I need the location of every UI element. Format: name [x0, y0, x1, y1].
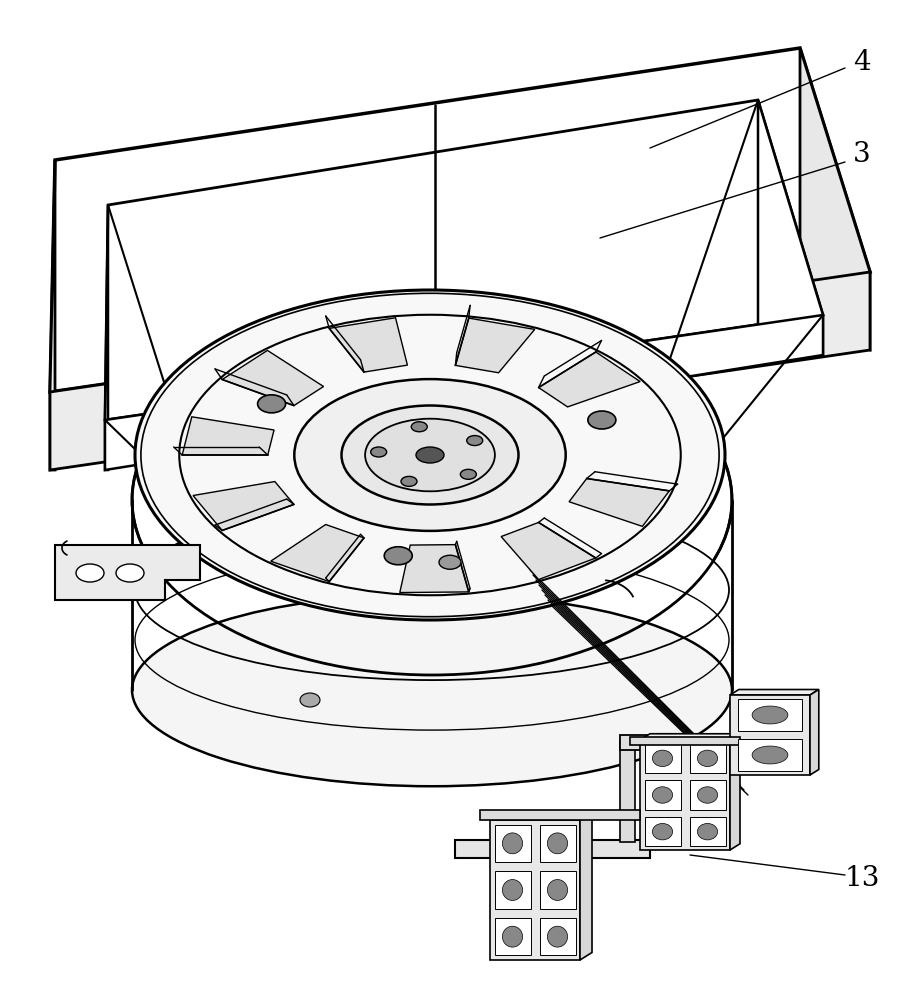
Polygon shape: [105, 205, 108, 470]
Ellipse shape: [341, 406, 519, 504]
Polygon shape: [630, 737, 740, 745]
Ellipse shape: [365, 419, 495, 491]
Ellipse shape: [411, 422, 427, 432]
Polygon shape: [490, 812, 592, 820]
Ellipse shape: [653, 750, 673, 767]
Polygon shape: [540, 871, 575, 909]
Polygon shape: [569, 478, 669, 526]
Polygon shape: [183, 417, 274, 455]
Polygon shape: [620, 740, 635, 842]
Polygon shape: [689, 817, 726, 846]
Polygon shape: [495, 871, 530, 909]
Polygon shape: [222, 350, 323, 406]
Polygon shape: [758, 100, 823, 355]
Polygon shape: [50, 160, 55, 470]
Ellipse shape: [698, 787, 718, 803]
Ellipse shape: [116, 564, 144, 582]
Polygon shape: [495, 825, 530, 862]
Polygon shape: [55, 545, 200, 600]
Ellipse shape: [467, 436, 483, 446]
Polygon shape: [193, 482, 294, 530]
Polygon shape: [645, 780, 680, 810]
Polygon shape: [105, 100, 823, 420]
Polygon shape: [456, 318, 535, 373]
Polygon shape: [730, 695, 810, 775]
Ellipse shape: [752, 746, 788, 764]
Ellipse shape: [698, 750, 718, 767]
Polygon shape: [730, 734, 740, 850]
Polygon shape: [730, 690, 819, 695]
Ellipse shape: [548, 880, 568, 900]
Polygon shape: [105, 315, 823, 470]
Polygon shape: [490, 820, 580, 960]
Ellipse shape: [653, 823, 673, 840]
Polygon shape: [540, 918, 575, 955]
Polygon shape: [645, 744, 680, 773]
Polygon shape: [738, 699, 802, 731]
Polygon shape: [800, 48, 870, 350]
Polygon shape: [689, 780, 726, 810]
Polygon shape: [400, 545, 468, 593]
Polygon shape: [689, 744, 726, 773]
Ellipse shape: [752, 706, 788, 724]
Polygon shape: [495, 918, 530, 955]
Polygon shape: [580, 812, 592, 960]
Polygon shape: [50, 272, 870, 470]
Ellipse shape: [502, 880, 522, 900]
Ellipse shape: [460, 469, 477, 479]
Ellipse shape: [502, 926, 522, 947]
Ellipse shape: [76, 564, 104, 582]
Ellipse shape: [384, 547, 413, 565]
Ellipse shape: [653, 787, 673, 803]
Polygon shape: [810, 690, 819, 775]
Polygon shape: [640, 740, 730, 850]
Text: 3: 3: [853, 141, 871, 168]
Polygon shape: [501, 522, 596, 580]
Ellipse shape: [548, 926, 568, 947]
Ellipse shape: [439, 555, 461, 569]
Polygon shape: [271, 525, 364, 582]
Polygon shape: [330, 318, 407, 372]
Ellipse shape: [294, 379, 566, 531]
Ellipse shape: [132, 594, 732, 786]
Polygon shape: [539, 352, 640, 407]
Ellipse shape: [588, 411, 616, 429]
Ellipse shape: [300, 693, 320, 707]
Polygon shape: [738, 739, 802, 771]
Polygon shape: [620, 735, 750, 750]
Ellipse shape: [371, 447, 387, 457]
Polygon shape: [455, 840, 650, 858]
Polygon shape: [480, 810, 640, 820]
Polygon shape: [540, 825, 575, 862]
Ellipse shape: [698, 823, 718, 840]
Text: 13: 13: [845, 864, 880, 892]
Ellipse shape: [502, 833, 522, 854]
Text: 4: 4: [853, 48, 871, 76]
Polygon shape: [640, 734, 740, 740]
Ellipse shape: [548, 833, 568, 854]
Ellipse shape: [416, 447, 444, 463]
Ellipse shape: [257, 395, 286, 413]
Polygon shape: [50, 48, 870, 392]
Ellipse shape: [401, 476, 417, 486]
Polygon shape: [645, 817, 680, 846]
Ellipse shape: [135, 290, 725, 620]
